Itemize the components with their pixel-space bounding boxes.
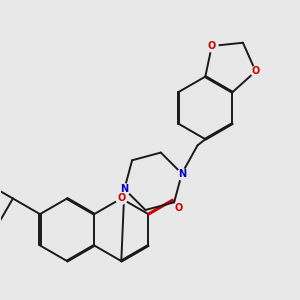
Text: O: O [208,41,216,51]
Text: O: O [251,66,260,76]
Text: N: N [120,184,128,194]
Text: O: O [117,194,125,203]
Text: O: O [174,203,183,213]
Text: N: N [178,169,186,178]
